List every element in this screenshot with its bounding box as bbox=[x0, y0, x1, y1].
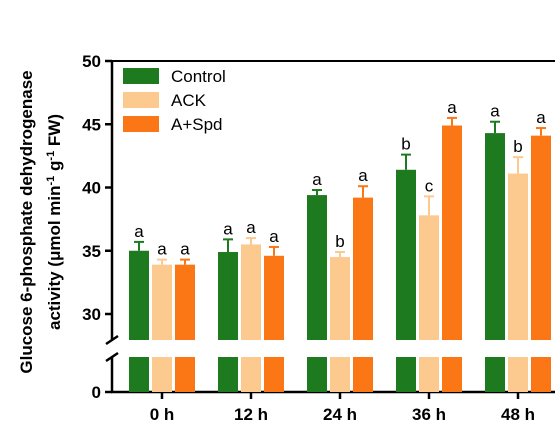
bar-base-ack-1 bbox=[241, 357, 261, 392]
bar-control-3 bbox=[396, 170, 416, 340]
axis-break-gap bbox=[111, 340, 555, 357]
significance-label: c bbox=[425, 176, 434, 195]
bar-a-spd-3 bbox=[442, 126, 462, 340]
bar-a-spd-1 bbox=[264, 256, 284, 340]
significance-label: a bbox=[223, 219, 233, 238]
bar-ack-4 bbox=[508, 174, 528, 340]
legend-swatch bbox=[123, 92, 159, 108]
bar-base-control-2 bbox=[307, 357, 327, 392]
significance-label: a bbox=[447, 98, 457, 117]
significance-label: a bbox=[358, 166, 368, 185]
legend: Control ACK A+Spd bbox=[123, 67, 226, 134]
y-tick-label: 30 bbox=[82, 305, 101, 324]
y-axis-label: Glucose 6-phosphate dehydrogenase activi… bbox=[17, 70, 64, 373]
bar-a-spd-4 bbox=[531, 136, 551, 340]
bar-a-spd-0 bbox=[175, 265, 195, 340]
bar-base-ack-0 bbox=[152, 357, 172, 392]
bar-control-1 bbox=[218, 252, 238, 340]
significance-label: a bbox=[536, 108, 546, 127]
bar-control-4 bbox=[485, 133, 505, 340]
legend-label: A+Spd bbox=[171, 115, 223, 134]
bar-a-spd-2 bbox=[353, 198, 373, 340]
y-axis-label-line2: activity (μmol min-1 g-1 FW) bbox=[45, 114, 64, 330]
significance-label: a bbox=[134, 222, 144, 241]
y-axis-label-line1: Glucose 6-phosphate dehydrogenase bbox=[17, 70, 36, 373]
legend-swatch bbox=[123, 116, 159, 132]
significance-label: a bbox=[157, 240, 167, 259]
legend-swatch bbox=[123, 68, 159, 84]
x-tick-label: 24 h bbox=[323, 405, 357, 424]
bar-base-a-spd-4 bbox=[531, 357, 551, 392]
x-tick-label: 48 h bbox=[501, 405, 535, 424]
x-tick-label: 36 h bbox=[412, 405, 446, 424]
bar-base-a-spd-3 bbox=[442, 357, 462, 392]
bar-base-ack-3 bbox=[419, 357, 439, 392]
legend-label: Control bbox=[171, 67, 226, 86]
bar-base-ack-2 bbox=[330, 357, 350, 392]
x-tick-label: 0 h bbox=[150, 405, 175, 424]
bar-ack-2 bbox=[330, 257, 350, 340]
significance-label: b bbox=[513, 137, 522, 156]
significance-label: a bbox=[490, 102, 500, 121]
y-tick-label: 35 bbox=[82, 242, 101, 261]
bar-ack-1 bbox=[241, 244, 261, 340]
bar-ack-3 bbox=[419, 215, 439, 340]
bar-base-control-1 bbox=[218, 357, 238, 392]
bar-base-a-spd-0 bbox=[175, 357, 195, 392]
significance-label: a bbox=[269, 227, 279, 246]
y-tick-label: 40 bbox=[82, 179, 101, 198]
bar-base-ack-4 bbox=[508, 357, 528, 392]
legend-label: ACK bbox=[171, 91, 207, 110]
y-tick-label: 0 bbox=[92, 383, 101, 402]
y-tick-label: 45 bbox=[82, 115, 101, 134]
bar-base-a-spd-2 bbox=[353, 357, 373, 392]
significance-label: a bbox=[180, 240, 190, 259]
significance-label: a bbox=[246, 218, 256, 237]
bar-base-control-3 bbox=[396, 357, 416, 392]
significance-label: b bbox=[335, 232, 344, 251]
bar-base-control-0 bbox=[129, 357, 149, 392]
bar-control-2 bbox=[307, 195, 327, 340]
significance-label: b bbox=[401, 135, 410, 154]
x-tick-label: 12 h bbox=[234, 405, 268, 424]
bar-control-0 bbox=[129, 251, 149, 340]
bar-base-control-4 bbox=[485, 357, 505, 392]
y-tick-label: 50 bbox=[82, 52, 101, 71]
bar-base-a-spd-1 bbox=[264, 357, 284, 392]
significance-label: a bbox=[312, 170, 322, 189]
bar-ack-0 bbox=[152, 265, 172, 340]
